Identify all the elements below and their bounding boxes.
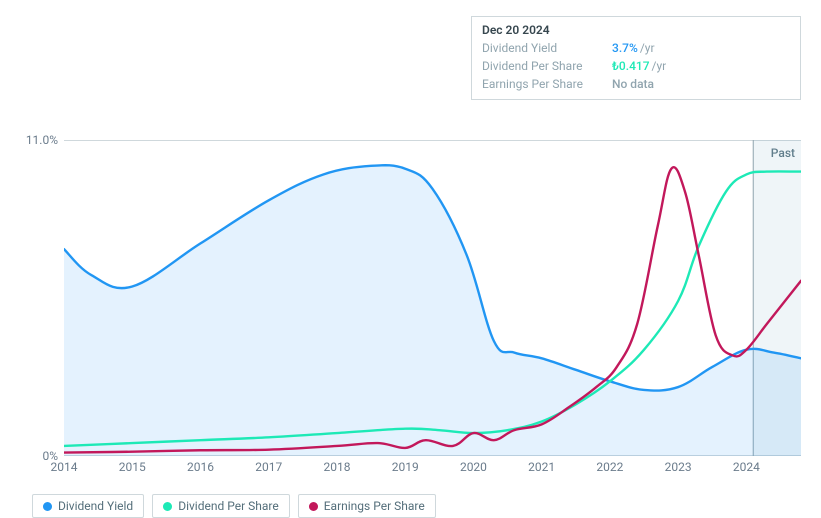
x-tick-label: 2023: [665, 460, 692, 474]
legend-label: Earnings Per Share: [324, 499, 425, 513]
tooltip-row-eps: Earnings Per Share No data: [482, 75, 790, 93]
x-tick-label: 2022: [596, 460, 623, 474]
chart-tooltip: Dec 20 2024 Dividend Yield 3.7% /yr Divi…: [471, 16, 801, 100]
x-tick-label: 2020: [460, 460, 487, 474]
tooltip-unit: /yr: [652, 57, 667, 75]
legend-dot-icon: [43, 502, 52, 511]
past-marker-label: Past: [771, 146, 795, 160]
x-tick-label: 2018: [323, 460, 350, 474]
dividend-chart-container: Dec 20 2024 Dividend Yield 3.7% /yr Divi…: [16, 16, 805, 492]
x-tick-label: 2021: [528, 460, 555, 474]
tooltip-value: ₺0.417: [612, 57, 650, 75]
tooltip-label: Earnings Per Share: [482, 75, 612, 93]
legend-item-dps[interactable]: Dividend Per Share: [152, 494, 290, 518]
legend-label: Dividend Per Share: [178, 499, 279, 513]
tooltip-unit: /yr: [640, 39, 655, 57]
legend-item-eps[interactable]: Earnings Per Share: [298, 494, 436, 518]
y-label-top: 11.0%: [26, 133, 58, 147]
tooltip-row-yield: Dividend Yield 3.7% /yr: [482, 39, 790, 57]
tooltip-label: Dividend Per Share: [482, 57, 612, 75]
x-tick-label: 2017: [255, 460, 282, 474]
legend-item-yield[interactable]: Dividend Yield: [32, 494, 144, 518]
x-tick-label: 2014: [51, 460, 78, 474]
x-axis: 2014201520162017201820192020202120222023…: [64, 460, 801, 478]
tooltip-row-dps: Dividend Per Share ₺0.417 /yr: [482, 57, 790, 75]
legend: Dividend Yield Dividend Per Share Earnin…: [32, 494, 436, 518]
x-tick-label: 2015: [119, 460, 146, 474]
x-tick-label: 2024: [733, 460, 760, 474]
plot-svg: [64, 140, 801, 456]
tooltip-value: 3.7%: [612, 39, 638, 57]
y-axis-labels: 11.0% 0%: [16, 140, 64, 456]
plot-area[interactable]: 11.0% 0% Past: [64, 140, 801, 456]
x-tick-label: 2019: [392, 460, 419, 474]
tooltip-date: Dec 20 2024: [482, 23, 790, 37]
x-tick-label: 2016: [187, 460, 214, 474]
legend-dot-icon: [163, 502, 172, 511]
legend-dot-icon: [309, 502, 318, 511]
tooltip-value: No data: [612, 75, 654, 93]
tooltip-label: Dividend Yield: [482, 39, 612, 57]
legend-label: Dividend Yield: [58, 499, 133, 513]
